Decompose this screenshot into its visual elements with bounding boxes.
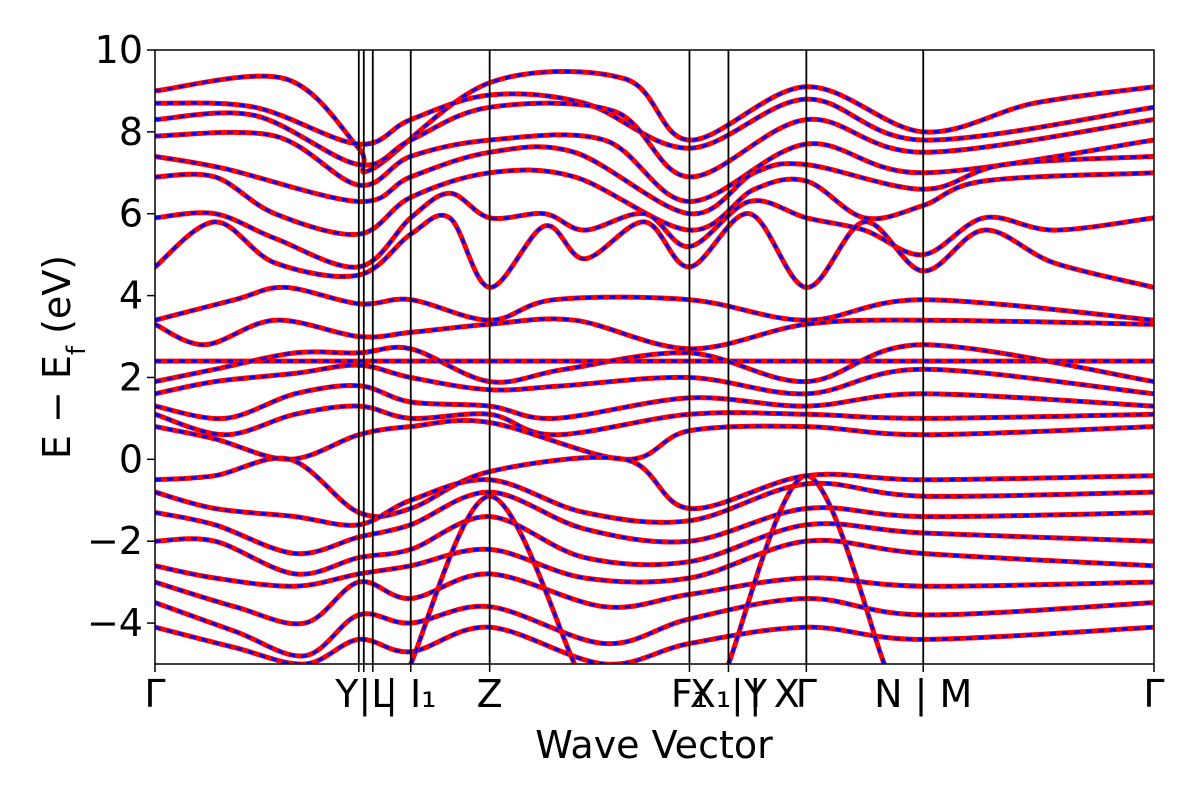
band-line-red-19 xyxy=(155,514,1154,577)
band-line-blue-12 xyxy=(155,363,1154,396)
x-tick-label: Y|L xyxy=(334,672,392,717)
y-tick-label: 10 xyxy=(95,28,143,72)
y-tick-label: −4 xyxy=(87,601,143,645)
x-tick-label: Γ xyxy=(144,672,165,716)
band-line-blue-2 xyxy=(155,101,1154,179)
band-line-blue-6 xyxy=(155,191,1154,269)
band-line-blue-15 xyxy=(155,419,1154,461)
band-line-red-4 xyxy=(155,144,1154,217)
x-tick-label: Z xyxy=(477,672,503,716)
y-tick-label: −2 xyxy=(87,519,143,563)
band-line-red-22 xyxy=(155,595,1154,659)
band-line-red-0 xyxy=(155,68,1154,175)
band-line-red-15 xyxy=(155,418,1154,462)
band-line-blue-17 xyxy=(155,478,1154,527)
y-axis-title-main: E − E xyxy=(35,355,79,459)
x-tick-label: Γ xyxy=(796,672,817,716)
band-line-blue-18 xyxy=(155,490,1154,556)
band-line-red-24 xyxy=(408,493,578,664)
y-tick-label: 8 xyxy=(119,110,143,154)
plot-frame xyxy=(154,49,1155,665)
y-axis-title-sub: f xyxy=(62,345,92,355)
band-line-blue-11 xyxy=(155,343,1154,384)
y-axis: −4 −2 0 2 4 6 8 10 xyxy=(87,28,155,645)
x-tick-label: Γ xyxy=(1143,672,1164,716)
y-tick-label: 2 xyxy=(119,355,143,399)
band-line-blue-16 xyxy=(155,455,1154,519)
bands-layer xyxy=(155,68,1154,664)
y-axis-title: E − Ef (eV) xyxy=(35,255,92,459)
band-line-red-17 xyxy=(155,477,1154,528)
band-line-blue-14 xyxy=(155,404,1154,437)
x-tick-label: N | M xyxy=(874,672,972,717)
band-line-blue-22 xyxy=(155,596,1154,658)
band-line-blue-13 xyxy=(155,383,1154,421)
y-axis-title-unit: (eV) xyxy=(35,255,79,346)
kpoint-lines xyxy=(357,50,925,664)
y-tick-label: 6 xyxy=(119,192,143,236)
band-line-blue-8 xyxy=(155,285,1154,322)
y-tick-label: 0 xyxy=(119,437,143,481)
band-line-blue-7 xyxy=(155,212,1154,289)
x-tick-label: X₁|Y xyxy=(690,672,768,717)
y-tick-label: 4 xyxy=(119,274,143,318)
x-axis-title: Wave Vector xyxy=(535,723,773,767)
band-line-blue-23 xyxy=(155,625,1154,664)
band-line-blue-0 xyxy=(155,69,1154,174)
x-tick-label: F₁ xyxy=(671,672,708,716)
band-line-blue-3 xyxy=(155,130,1154,204)
x-tick-label: | I₁ xyxy=(385,672,436,717)
band-line-red-16 xyxy=(155,454,1154,520)
x-tick-label: | X xyxy=(749,672,800,717)
band-line-blue-19 xyxy=(155,515,1154,576)
band-line-blue-9 xyxy=(155,317,1154,351)
band-line-blue-20 xyxy=(155,538,1154,588)
band-line-blue-24 xyxy=(409,494,576,664)
